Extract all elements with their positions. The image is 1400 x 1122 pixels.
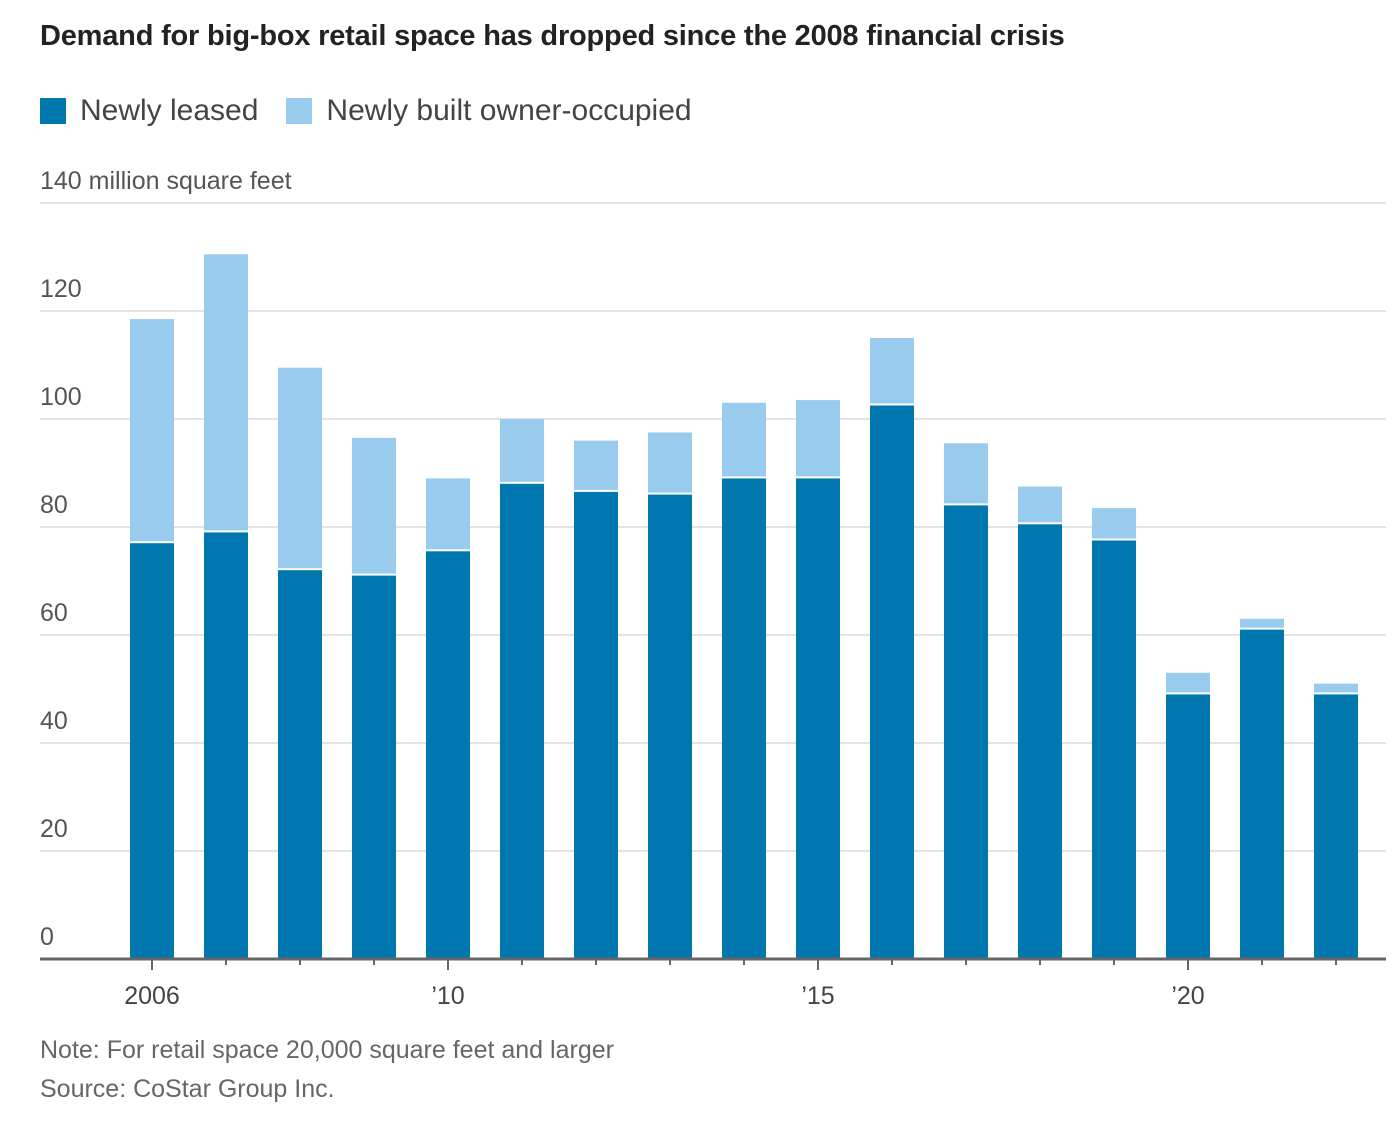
bar-owner-occupied-2011	[500, 419, 544, 482]
legend: Newly leased Newly built owner-occupied	[40, 94, 720, 128]
bar-newly-leased-2009	[352, 575, 396, 959]
bar-newly-leased-2006	[130, 543, 174, 959]
bar-owner-occupied-2012	[574, 440, 618, 490]
bar-owner-occupied-2013	[648, 432, 692, 493]
x-tick-label-2006: 2006	[124, 982, 180, 1010]
bar-newly-leased-2019	[1092, 540, 1136, 959]
x-tick-label-2015: ’15	[801, 982, 834, 1010]
bar-newly-leased-2016	[870, 405, 914, 959]
note-text: Note: For retail space 20,000 square fee…	[40, 1036, 614, 1064]
bar-newly-leased-2015	[796, 478, 840, 959]
bar-newly-leased-2012	[574, 491, 618, 959]
bars	[130, 254, 1358, 959]
bar-newly-leased-2021	[1240, 629, 1284, 959]
bar-newly-leased-2017	[944, 505, 988, 959]
legend-label-owner-occupied: Newly built owner-occupied	[326, 94, 692, 127]
bar-chart: 0 20 40 60 80 100 120 140 million square feet 20…	[40, 167, 1386, 1010]
bar-newly-leased-2011	[500, 483, 544, 959]
legend-item-owner-occupied: Newly built owner-occupied	[286, 94, 692, 128]
y-tick-label-0: 0	[40, 923, 54, 951]
legend-swatch-newly-leased	[40, 98, 66, 124]
bar-newly-leased-2018	[1018, 524, 1062, 959]
legend-item-newly-leased: Newly leased	[40, 94, 258, 128]
legend-label-newly-leased: Newly leased	[80, 94, 259, 127]
bar-owner-occupied-2019	[1092, 508, 1136, 539]
x-tick-label-2010: ’10	[431, 982, 464, 1010]
bar-owner-occupied-2007	[204, 254, 248, 531]
y-tick-label-80: 80	[40, 491, 68, 519]
y-tick-label-60: 60	[40, 599, 68, 627]
y-tick-label-140: 140 million square feet	[40, 167, 292, 195]
axes: 0 20 40 60 80 100 120 140 million square feet 20…	[40, 167, 1386, 1010]
bar-owner-occupied-2015	[796, 400, 840, 477]
bar-newly-leased-2014	[722, 478, 766, 959]
bar-owner-occupied-2020	[1166, 672, 1210, 693]
bar-owner-occupied-2010	[426, 478, 470, 550]
bar-owner-occupied-2022	[1314, 683, 1358, 693]
y-tick-label-120: 120	[40, 275, 82, 303]
bar-newly-leased-2010	[426, 551, 470, 959]
bar-owner-occupied-2009	[352, 437, 396, 574]
x-tick-label-2020: ’20	[1171, 982, 1204, 1010]
bar-owner-occupied-2014	[722, 402, 766, 477]
bar-newly-leased-2020	[1166, 694, 1210, 959]
bar-owner-occupied-2016	[870, 338, 914, 404]
bar-newly-leased-2007	[204, 532, 248, 959]
bar-owner-occupied-2008	[278, 367, 322, 569]
bar-newly-leased-2013	[648, 494, 692, 959]
bar-newly-leased-2022	[1314, 694, 1358, 959]
bar-owner-occupied-2017	[944, 443, 988, 504]
bar-owner-occupied-2006	[130, 319, 174, 542]
chart-title: Demand for big-box retail space has drop…	[40, 20, 1065, 52]
bar-owner-occupied-2021	[1240, 618, 1284, 628]
gridlines	[40, 202, 1386, 852]
y-tick-label-100: 100	[40, 383, 82, 411]
source-text: Source: CoStar Group Inc.	[40, 1075, 335, 1103]
legend-swatch-owner-occupied	[286, 98, 313, 124]
bar-newly-leased-2008	[278, 570, 322, 959]
y-tick-label-20: 20	[40, 815, 68, 843]
bar-owner-occupied-2018	[1018, 486, 1062, 523]
y-tick-label-40: 40	[40, 707, 68, 735]
